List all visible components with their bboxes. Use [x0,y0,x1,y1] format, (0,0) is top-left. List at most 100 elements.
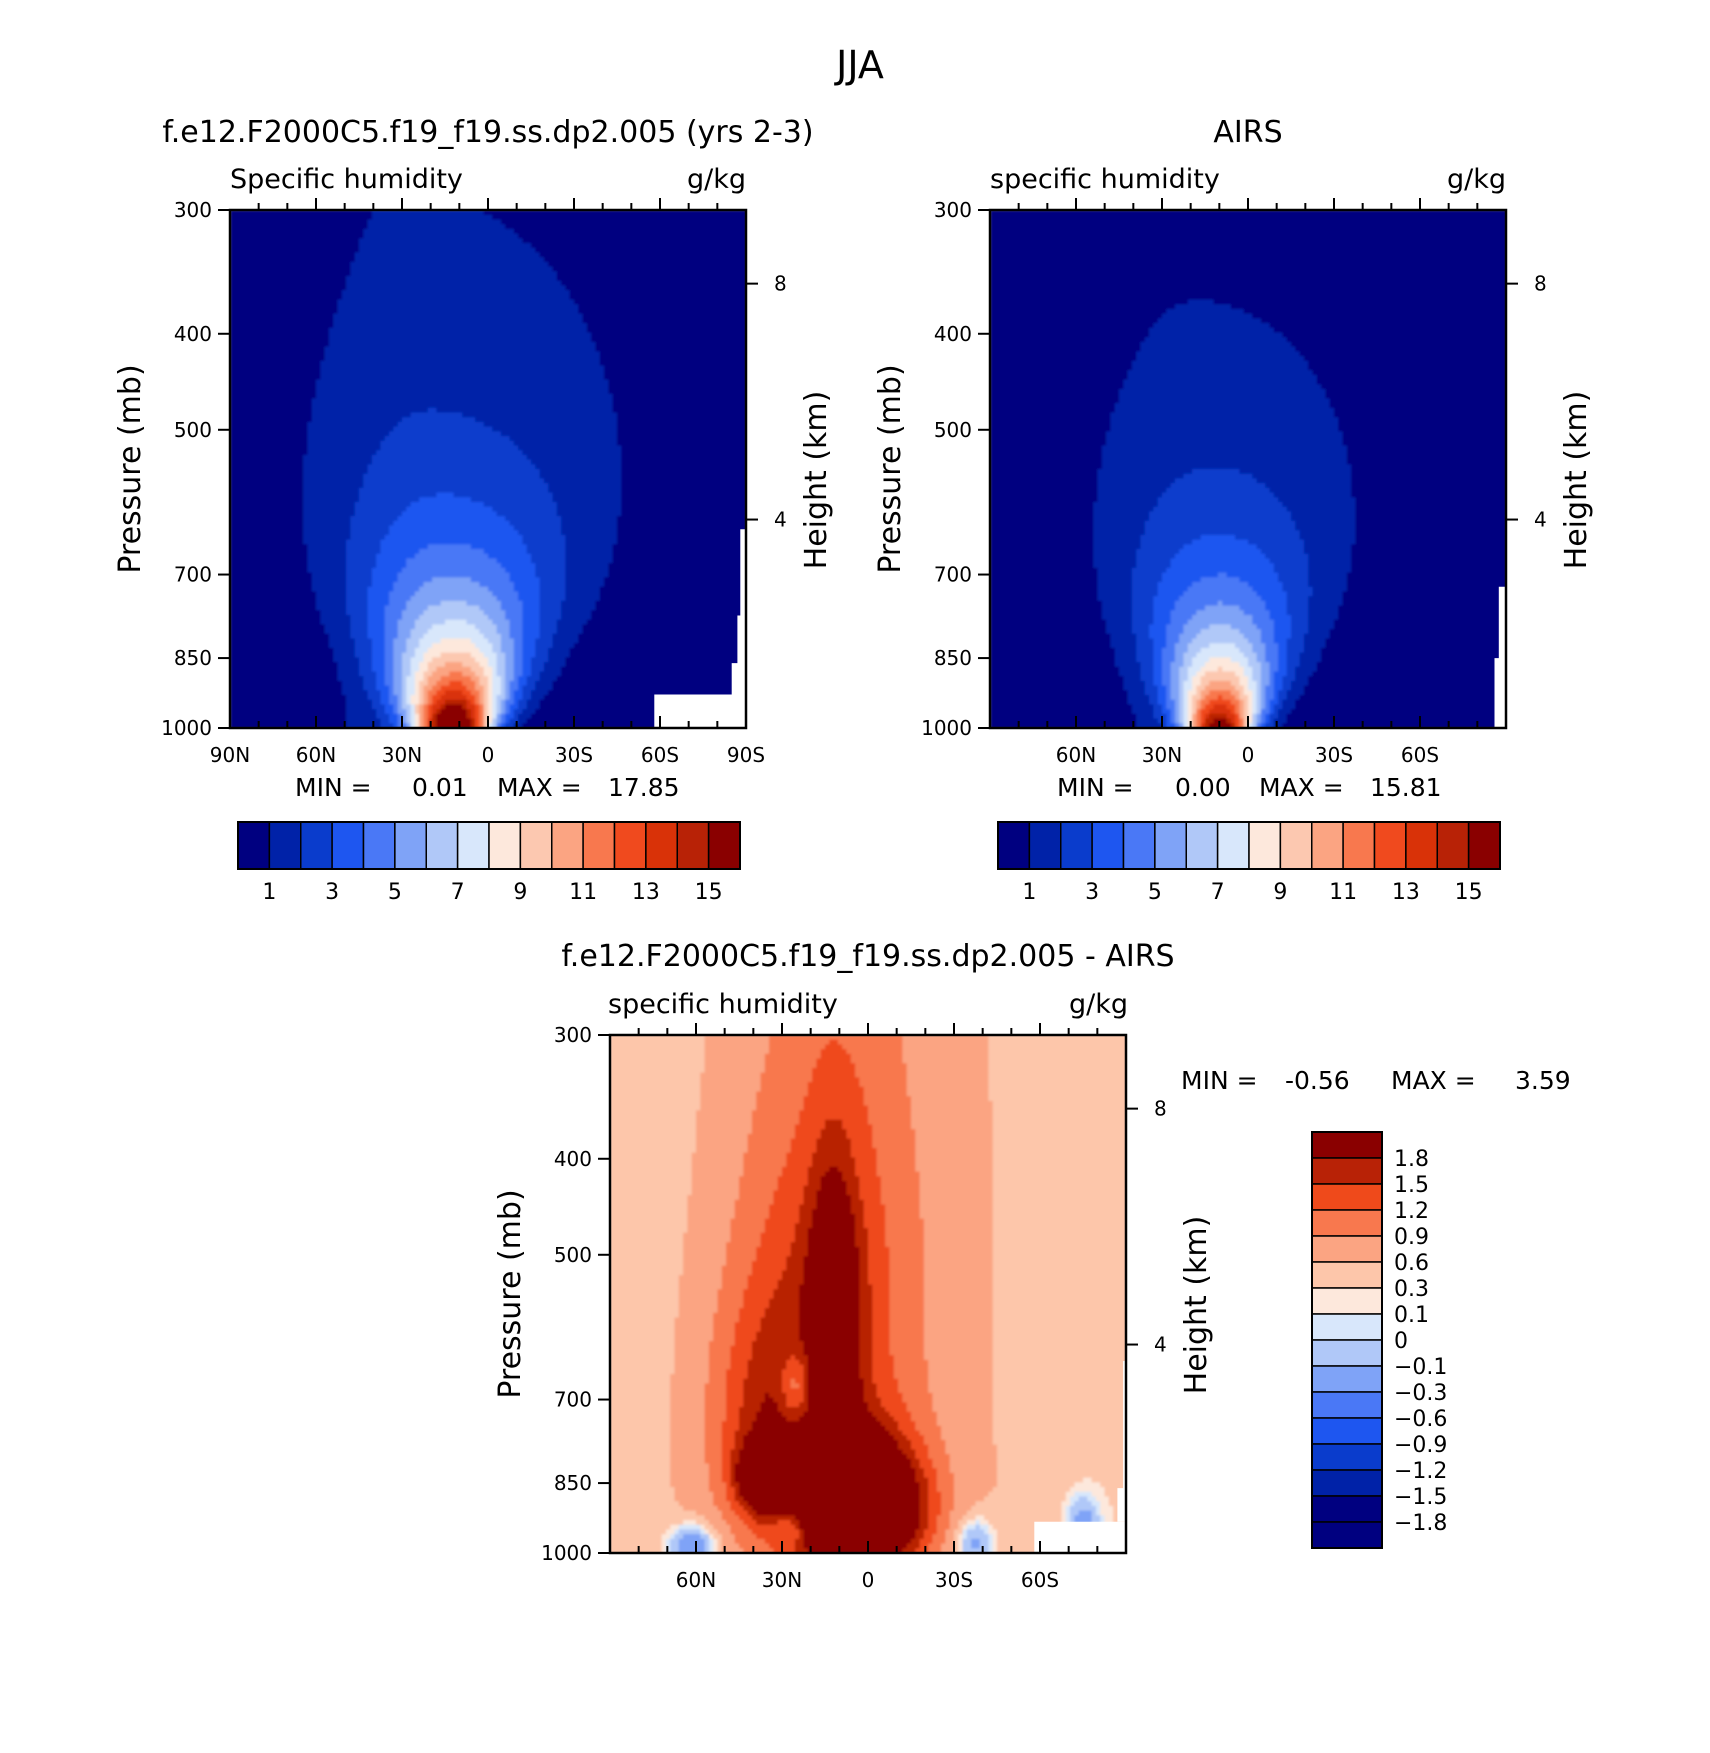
contour-cell [427,704,433,711]
contour-cell [859,1284,874,1291]
contour-cell [1179,680,1185,687]
x-tick-label: 60S [1021,1568,1059,1592]
contour-cell [565,539,618,546]
colorbar-swatch [1311,1131,1383,1159]
contour-cell [230,459,304,466]
contour-cell [990,412,1112,419]
contour-cell [1355,525,1506,532]
contour-cell [717,1298,745,1305]
contour-cell [958,1543,964,1550]
contour-cell [535,638,554,645]
contour-cell [863,1388,878,1394]
contour-cell [786,1157,813,1164]
contour-cell [518,680,528,687]
contour-cell [440,709,468,715]
contour-cell [721,1538,736,1545]
contour-cell [230,506,304,513]
contour-cell [303,539,347,546]
contour-cell [1131,619,1155,626]
contour-cell [488,638,502,645]
contour-cell [371,666,386,673]
contour-cell [307,563,347,569]
contour-cell [610,1534,663,1540]
contour-cell [569,647,746,654]
contour-cell [990,506,1095,513]
contour-cell [678,1312,715,1319]
contour-cell [1355,520,1506,527]
contour-cell [708,1374,727,1380]
contour-cell [1157,501,1284,508]
colorbar-swatch [1248,821,1282,870]
contour-cell [721,1430,736,1437]
contour-cell [1243,610,1271,616]
contour-cell [743,1444,899,1451]
contour-cell [734,1510,749,1517]
contour-cell [990,459,1103,466]
contour-cell [586,327,746,334]
contour-cell [1119,398,1331,404]
contour-cell [1136,723,1163,728]
contour-cell [500,685,507,692]
contour-cell [586,619,746,626]
contour-cell [230,638,330,645]
contour-cell [704,1548,710,1553]
contour-cell [1153,704,1163,711]
y2-tick-label: 4 [774,508,787,532]
contour-cell [410,657,425,663]
contour-cell [1252,614,1271,621]
contour-cell [704,1397,727,1404]
contour-cell [992,1388,1126,1394]
contour-cell [1256,685,1262,692]
contour-cell [526,549,567,555]
contour-cell [721,1477,732,1484]
contour-cell [1265,652,1279,659]
contour-cell [990,549,1095,555]
contour-cell [1166,624,1185,631]
contour-cell [445,662,464,668]
contour-cell [769,1204,801,1211]
contour-cell [1230,699,1241,706]
contour-cell [971,1543,981,1550]
contour-cell [414,704,421,711]
contour-cell [346,553,378,560]
contour-cell [954,1543,960,1550]
contour-cell [743,1383,783,1390]
contour-cell [1061,1510,1067,1517]
contour-cell [1308,553,1353,560]
contour-cell [906,1091,990,1098]
contour-cell [756,1096,805,1102]
contour-cell [367,633,386,640]
contour-cell [1248,713,1254,720]
contour-cell [990,680,1125,687]
contour-cell [842,1176,861,1182]
contour-cell [773,1199,805,1206]
contour-cell [230,492,304,499]
contour-cell [1200,647,1241,654]
contour-cell [316,605,347,612]
contour-cell [760,1317,801,1324]
contour-cell [1291,709,1506,715]
contour-cell [1110,638,1138,645]
contour-cell [488,704,494,711]
contour-cell [1239,680,1249,687]
contour-cell [303,516,352,522]
contour-cell [475,685,485,692]
contour-cell [739,1515,753,1521]
contour-cell [346,563,378,569]
contour-cell [230,558,309,565]
contour-cell [610,1392,672,1399]
contour-cell [990,417,1112,423]
contour-cell [359,666,373,673]
contour-cell [988,1491,1067,1498]
contour-cell [734,1538,766,1545]
contour-cell [990,323,1155,329]
contour-cell [513,228,746,235]
contour-cell [906,1435,925,1441]
contour-cell [1127,695,1150,701]
contour-cell [764,1063,818,1069]
contour-cell [799,1322,861,1328]
contour-cell [1265,643,1279,649]
contour-cell [513,690,524,696]
contour-cell [990,699,1129,706]
contour-cell [1243,718,1249,725]
